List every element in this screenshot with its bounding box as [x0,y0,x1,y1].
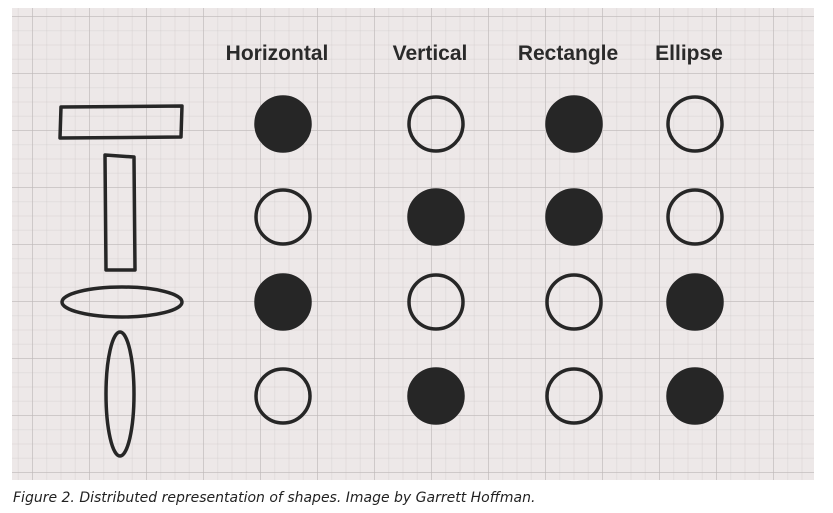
unit-active-horizontal-ellipse-horizontal [254,273,312,331]
unit-inactive-horizontal-rectangle-vertical [407,95,465,153]
unit-active-horizontal-ellipse-ellipse [666,273,724,331]
column-header-vertical: Vertical [392,42,468,65]
unit-inactive-horizontal-ellipse-rectangle [545,273,603,331]
unit-inactive-vertical-rectangle-ellipse [666,188,724,246]
unit-active-horizontal-rectangle-rectangle [545,95,603,153]
unit-active-vertical-rectangle-vertical [407,188,465,246]
unit-inactive-vertical-ellipse-horizontal [254,367,312,425]
figure-caption: Figure 2. Distributed representation of … [13,490,536,506]
unit-inactive-horizontal-ellipse-vertical [407,273,465,331]
shape-diagram [58,95,724,458]
unit-active-horizontal-rectangle-horizontal [254,95,312,153]
unit-inactive-horizontal-rectangle-ellipse [666,95,724,153]
column-header-ellipse: Ellipse [655,42,723,65]
unit-active-vertical-ellipse-ellipse [666,367,724,425]
diagram-board: Horizontal Vertical Rectangle Ellipse [12,8,814,480]
unit-inactive-vertical-ellipse-rectangle [545,367,603,425]
horizontal-rectangle-shape [58,104,184,140]
column-header-rectangle: Rectangle [517,42,619,65]
unit-active-vertical-ellipse-vertical [407,367,465,425]
unit-inactive-vertical-rectangle-horizontal [254,188,312,246]
unit-active-vertical-rectangle-rectangle [545,188,603,246]
unit-grid [254,95,724,425]
vertical-rectangle-shape [103,153,137,272]
vertical-ellipse-shape [104,330,136,458]
column-header-horizontal: Horizontal [225,42,329,65]
horizontal-ellipse-shape [60,285,184,319]
